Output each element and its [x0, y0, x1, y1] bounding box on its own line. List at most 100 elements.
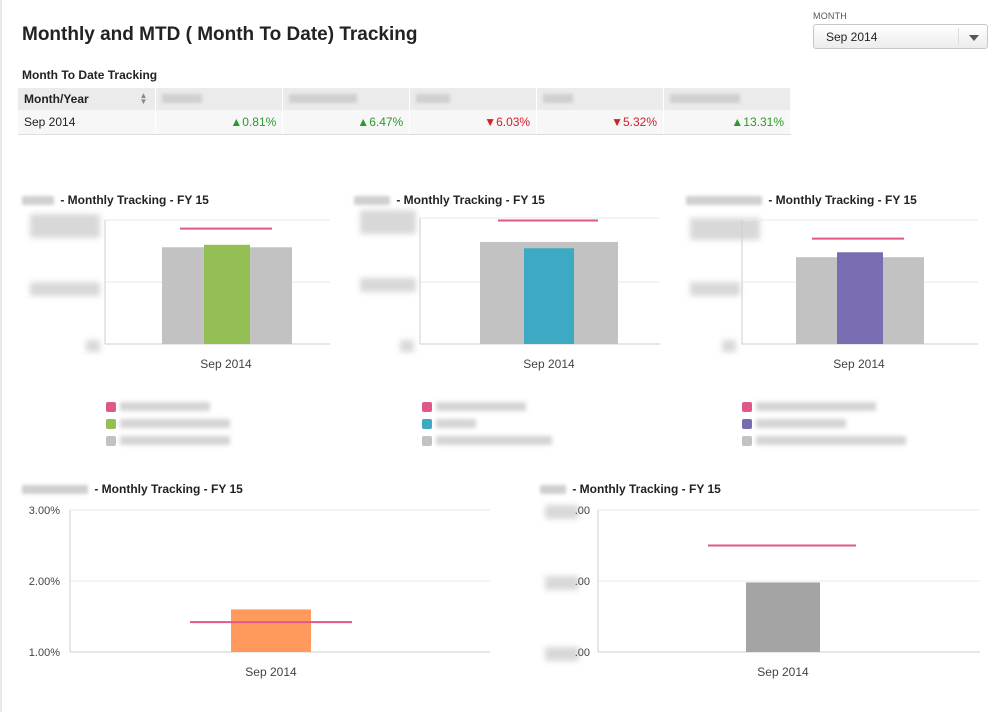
chart-4-title: - Monthly Tracking - FY 15 — [22, 482, 243, 496]
x-tick-label: Sep 2014 — [200, 357, 252, 371]
redacted-text — [436, 436, 552, 445]
column-header-label: Month/Year — [24, 92, 89, 106]
legend-item[interactable] — [742, 432, 906, 449]
mtd-heading: Month To Date Tracking — [22, 68, 158, 82]
redacted-text — [436, 402, 526, 411]
select-divider — [958, 28, 959, 45]
redacted-axis-label — [30, 282, 100, 296]
redacted-axis-label — [722, 340, 736, 352]
redacted-text — [120, 419, 230, 428]
sort-icon[interactable]: ▲ ▼ — [139, 91, 148, 106]
column-header-redacted-5[interactable] — [663, 88, 791, 110]
chart-1: Sep 2014 — [30, 214, 330, 371]
column-header-month-year[interactable]: Month/Year ▲ ▼ — [18, 88, 157, 110]
arrow-down-icon: ▼ — [484, 114, 497, 129]
redacted-text — [289, 94, 358, 103]
redacted-text — [22, 485, 88, 495]
chart-2: Sep 2014 — [360, 210, 660, 371]
legend-swatch — [422, 418, 432, 429]
legend-item[interactable] — [106, 398, 230, 415]
arrow-up-icon: ▲ — [230, 114, 243, 129]
page-left-border — [0, 0, 2, 712]
legend-swatch — [422, 401, 432, 412]
legend-item[interactable] — [106, 432, 230, 449]
redacted-axis-label — [86, 340, 100, 352]
legend-item[interactable] — [422, 398, 552, 415]
chart-4: 3.00% 2.00% 1.00% Sep 2014 — [29, 505, 490, 679]
month-select[interactable]: Sep 2014 — [813, 24, 988, 49]
legend-swatch — [742, 401, 752, 412]
cell-value: ▲13.31% — [663, 110, 791, 135]
redacted-text — [543, 94, 574, 103]
x-tick-label: Sep 2014 — [523, 357, 575, 371]
legend-item[interactable] — [106, 415, 230, 432]
column-header-redacted-3[interactable] — [409, 88, 538, 110]
chart-5: .00 .00 .00 Sep 2014 — [545, 505, 980, 679]
redacted-text — [756, 436, 906, 445]
legend-item[interactable] — [742, 398, 906, 415]
cell-value: ▲0.81% — [155, 110, 284, 135]
bar-green — [204, 244, 250, 344]
redacted-axis-label — [690, 282, 740, 296]
mtd-header-row: Month/Year ▲ ▼ — [18, 88, 791, 110]
chart-2-legend — [422, 398, 552, 449]
bar-gray — [746, 582, 820, 652]
column-header-redacted-2[interactable] — [282, 88, 411, 110]
redacted-text — [162, 94, 203, 103]
chart-3: Sep 2014 — [690, 218, 978, 371]
x-tick-label: Sep 2014 — [757, 665, 809, 679]
redacted-axis-label — [690, 218, 760, 240]
legend-swatch — [106, 418, 116, 429]
month-filter-label: MONTH — [813, 11, 847, 21]
x-tick-label: Sep 2014 — [245, 665, 297, 679]
cell-value: ▼6.03% — [409, 110, 538, 135]
redacted-axis-label — [360, 278, 416, 292]
y-tick-label: .00 — [575, 647, 590, 659]
legend-swatch — [422, 435, 432, 446]
chart-3-legend — [742, 398, 906, 449]
redacted-text — [22, 196, 54, 206]
month-select-value: Sep 2014 — [826, 30, 878, 44]
redacted-text — [120, 402, 210, 411]
chart-1-title: - Monthly Tracking - FY 15 — [22, 193, 209, 207]
bar-teal — [524, 248, 574, 344]
redacted-axis-label — [360, 210, 416, 234]
legend-item[interactable] — [742, 415, 906, 432]
y-tick-label: 1.00% — [29, 647, 60, 659]
bar-purple — [837, 252, 883, 344]
redacted-text — [540, 485, 566, 495]
chevron-down-icon[interactable] — [969, 35, 979, 41]
y-tick-label: .00 — [575, 505, 590, 517]
arrow-up-icon: ▲ — [357, 114, 370, 129]
redacted-axis-label — [400, 340, 414, 352]
redacted-axis-label — [30, 214, 100, 238]
column-header-redacted-1[interactable] — [155, 88, 284, 110]
legend-swatch — [742, 435, 752, 446]
cell-month-year: Sep 2014 — [18, 110, 157, 135]
column-header-redacted-4[interactable] — [536, 88, 664, 110]
bar-orange — [231, 609, 311, 652]
mtd-table: Month/Year ▲ ▼ Sep 2014 ▲0.81% ▲6.47% ▼6.… — [18, 88, 791, 135]
arrow-down-icon: ▼ — [611, 114, 623, 129]
cell-value: ▲6.47% — [282, 110, 411, 135]
chart-3-title: - Monthly Tracking - FY 15 — [686, 193, 917, 207]
chart-1-legend — [106, 398, 230, 449]
redacted-text — [354, 196, 390, 206]
legend-item[interactable] — [422, 432, 552, 449]
legend-swatch — [106, 401, 116, 412]
redacted-text — [756, 402, 876, 411]
chart-5-title: - Monthly Tracking - FY 15 — [540, 482, 721, 496]
arrow-up-icon: ▲ — [731, 114, 744, 129]
chart-2-title: - Monthly Tracking - FY 15 — [354, 193, 545, 207]
redacted-text — [686, 196, 762, 206]
x-tick-label: Sep 2014 — [833, 357, 885, 371]
y-tick-label: 3.00% — [29, 505, 60, 517]
y-tick-label: 2.00% — [29, 576, 60, 588]
redacted-text — [416, 94, 451, 103]
redacted-axis-label — [545, 647, 579, 661]
table-row: Sep 2014 ▲0.81% ▲6.47% ▼6.03% ▼5.32% ▲13… — [18, 110, 791, 135]
legend-item[interactable] — [422, 415, 552, 432]
redacted-axis-label — [545, 576, 579, 590]
cell-value: ▼5.32% — [536, 110, 664, 135]
redacted-axis-label — [545, 505, 579, 519]
